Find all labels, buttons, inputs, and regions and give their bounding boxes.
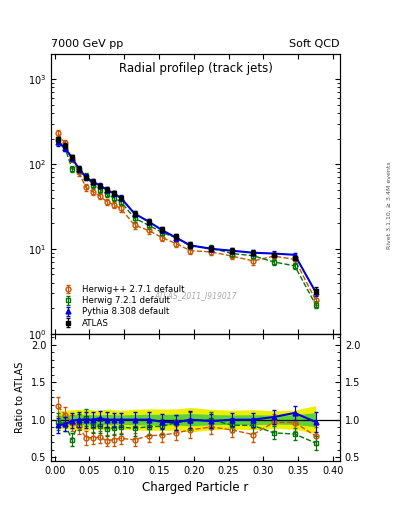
Text: Soft QCD: Soft QCD — [290, 38, 340, 49]
Text: 7000 GeV pp: 7000 GeV pp — [51, 38, 123, 49]
X-axis label: Charged Particle r: Charged Particle r — [142, 481, 249, 494]
Text: Rivet 3.1.10, ≥ 3.4M events: Rivet 3.1.10, ≥ 3.4M events — [387, 161, 392, 249]
Text: ATLAS_2011_I919017: ATLAS_2011_I919017 — [154, 291, 237, 300]
Text: Radial profileρ (track jets): Radial profileρ (track jets) — [119, 62, 272, 75]
Y-axis label: Ratio to ATLAS: Ratio to ATLAS — [15, 361, 25, 433]
Legend: Herwig++ 2.7.1 default, Herwig 7.2.1 default, Pythia 8.308 default, ATLAS: Herwig++ 2.7.1 default, Herwig 7.2.1 def… — [55, 283, 186, 329]
